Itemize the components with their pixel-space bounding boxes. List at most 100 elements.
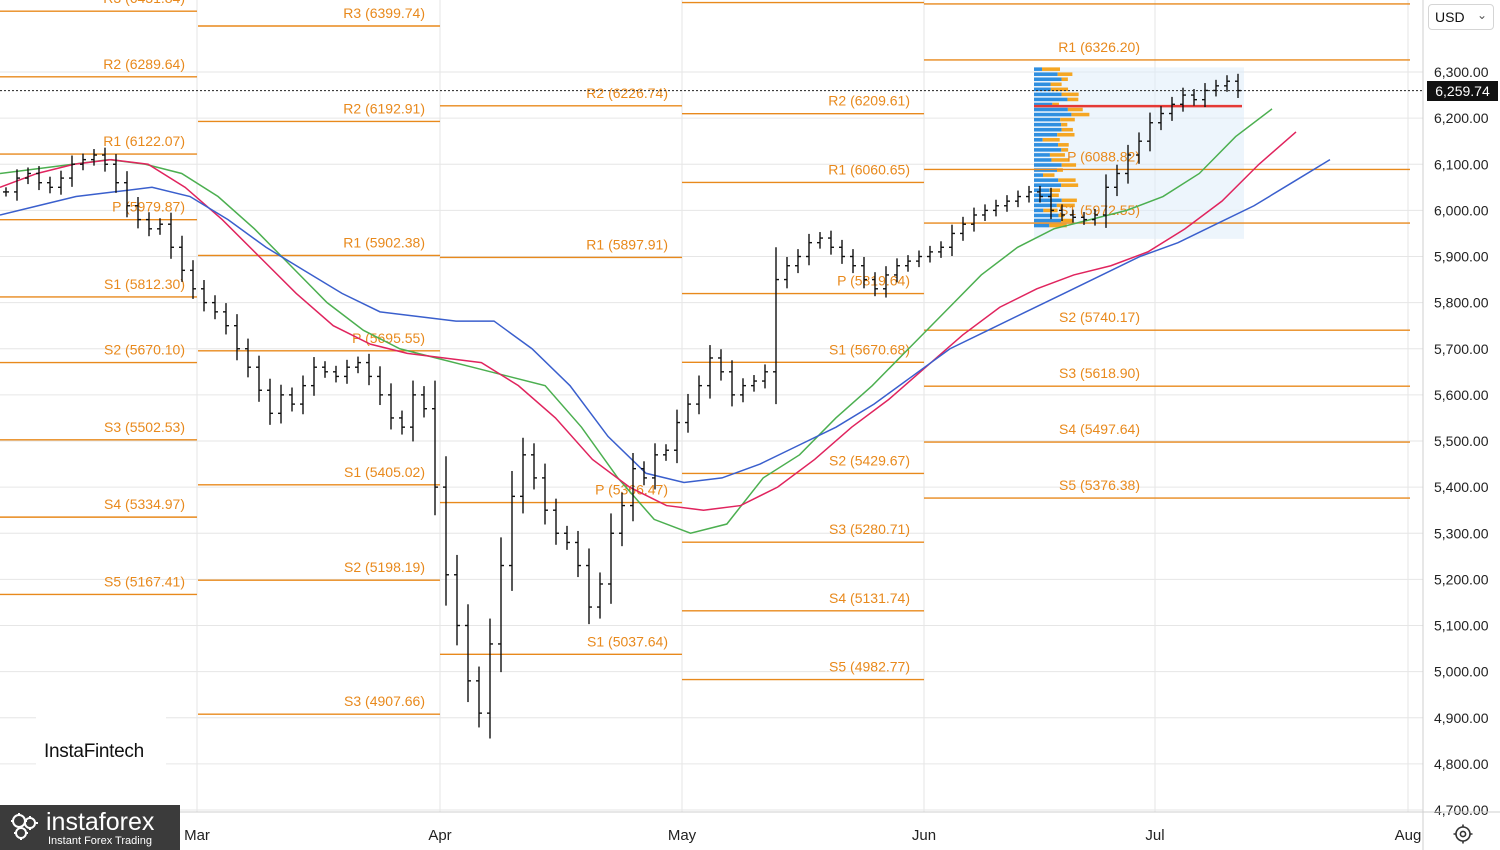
volume-bin-sell	[1050, 82, 1062, 87]
pivot-label: S2 (5670.10)	[104, 342, 185, 358]
volume-bin-sell	[1042, 67, 1060, 71]
y-tick-label: 4,900.00	[1434, 710, 1489, 726]
y-tick-label: 5,800.00	[1434, 295, 1489, 311]
pivot-label: R1 (6326.20)	[1058, 39, 1140, 55]
moving-average-slow	[0, 158, 1331, 484]
x-tick-label: Apr	[428, 827, 451, 844]
chart-grid	[0, 0, 1423, 812]
volume-bin-buy	[1034, 127, 1062, 132]
moving-average-fast	[0, 108, 1273, 535]
volume-bin-sell	[1057, 72, 1073, 76]
moving-averages	[0, 108, 1331, 535]
pivot-label: S2 (5740.17)	[1059, 309, 1140, 325]
currency-label: USD	[1435, 9, 1465, 25]
y-tick-label: 5,400.00	[1434, 479, 1489, 495]
chevron-down-icon: ⌄	[1476, 8, 1487, 22]
pivot-label: S4 (5334.97)	[104, 496, 185, 512]
pivot-label: S1 (5037.64)	[587, 633, 668, 649]
currency-select[interactable]: USD ⌄	[1428, 4, 1494, 30]
y-tick-label: 4,700.00	[1434, 802, 1489, 818]
pivot-label: S3 (5280.71)	[829, 521, 910, 537]
y-tick-label: 6,300.00	[1434, 64, 1489, 80]
volume-bin-buy	[1034, 107, 1068, 112]
watermark-box	[36, 714, 166, 766]
pivot-label: R2 (6289.64)	[103, 56, 185, 72]
volume-bin-sell	[1049, 188, 1061, 193]
ohlc-bars	[3, 73, 1241, 739]
volume-bin-buy	[1034, 72, 1058, 76]
volume-bin-sell	[1058, 178, 1076, 182]
pivot-label: R2 (6192.91)	[343, 100, 425, 116]
volume-bin-buy	[1034, 138, 1043, 142]
volume-bin-sell	[1050, 87, 1069, 92]
pivot-label: S1 (5405.02)	[344, 464, 425, 480]
pivot-label: S4 (5497.64)	[1059, 421, 1140, 437]
volume-bin-sell	[1052, 102, 1059, 107]
pivot-label: R2 (6209.61)	[828, 93, 910, 109]
pivot-label: S3 (4907.66)	[344, 693, 425, 709]
volume-bin-sell	[1049, 153, 1065, 157]
y-tick-label: 5,600.00	[1434, 387, 1489, 403]
pivot-label: S1 (5972.55)	[1059, 202, 1140, 218]
volume-bin-buy	[1034, 213, 1059, 218]
volume-bin-buy	[1034, 153, 1050, 157]
volume-bin-buy	[1034, 122, 1062, 127]
volume-bin-sell	[1056, 203, 1075, 208]
volume-bin-buy	[1034, 208, 1044, 213]
volume-bin-buy	[1034, 198, 1062, 203]
pivot-label: R3 (6399.74)	[343, 5, 425, 21]
volume-bin-sell	[1061, 148, 1069, 152]
volume-bin-sell	[1057, 132, 1075, 137]
logo-tagline: Instant Forex Trading	[48, 835, 152, 847]
pivot-levels: R3 (6431.84) R2 (6289.64) R1 (6122.07) P (5…	[0, 0, 1410, 715]
settings-gear-icon[interactable]	[1452, 823, 1474, 845]
pivot-label: R3 (6431.84)	[103, 0, 185, 6]
brand-watermark: InstaFintech	[44, 741, 144, 762]
pivot-label: P (5979.87)	[112, 199, 185, 215]
y-tick-label: 5,200.00	[1434, 571, 1489, 587]
volume-bin-sell	[1061, 183, 1079, 187]
volume-bin-buy	[1034, 143, 1059, 147]
pivot-label: S1 (5812.30)	[104, 276, 185, 292]
volume-bin-sell	[1042, 138, 1060, 142]
pivot-label: R2 (6226.74)	[586, 85, 668, 101]
pivot-label: S5 (5167.41)	[104, 573, 185, 589]
pivot-label: S2 (5429.67)	[829, 452, 910, 468]
volume-bin-sell	[1049, 223, 1067, 228]
volume-bin-sell	[1061, 122, 1068, 127]
volume-bin-sell	[1051, 193, 1059, 198]
y-tick-label: 5,300.00	[1434, 525, 1489, 541]
volume-bin-buy	[1034, 132, 1058, 137]
pivot-label: R1 (5897.91)	[586, 236, 668, 252]
volume-bin-sell	[1061, 77, 1068, 82]
pivot-label: P (5819.64)	[837, 273, 910, 289]
volume-bin-sell	[1071, 112, 1090, 117]
y-tick-label: 5,900.00	[1434, 249, 1489, 265]
volume-bin-buy	[1034, 67, 1042, 71]
y-tick-label: 6,200.00	[1434, 110, 1489, 126]
y-tick-label: 5,500.00	[1434, 433, 1489, 449]
y-tick-label: 6,000.00	[1434, 202, 1489, 218]
y-tick-label: 6,100.00	[1434, 156, 1489, 172]
volume-bin-sell	[1067, 97, 1079, 102]
x-tick-label: Jul	[1145, 827, 1164, 844]
last-price-tag: 6,259.74	[1427, 81, 1498, 101]
volume-bin-sell	[1061, 163, 1077, 167]
pivot-label: S2 (5198.19)	[344, 559, 425, 575]
volume-bin-sell	[1061, 127, 1073, 132]
volume-bin-buy	[1034, 193, 1052, 198]
volume-bin-buy	[1034, 173, 1044, 177]
pivot-label: R1 (6060.65)	[828, 161, 910, 177]
logo-wordmark: instaforex	[46, 808, 155, 836]
x-tick-label: Aug	[1395, 827, 1422, 844]
volume-bin-buy	[1034, 163, 1062, 167]
pivot-label: S5 (5376.38)	[1059, 477, 1140, 493]
gear-cluster-logo-icon	[11, 813, 38, 840]
volume-bin-buy	[1034, 112, 1072, 117]
volume-bin-buy	[1034, 148, 1062, 152]
pivot-label: R1 (5902.38)	[343, 234, 425, 250]
x-tick-label: May	[668, 827, 697, 844]
x-tick-label: Jun	[912, 827, 936, 844]
